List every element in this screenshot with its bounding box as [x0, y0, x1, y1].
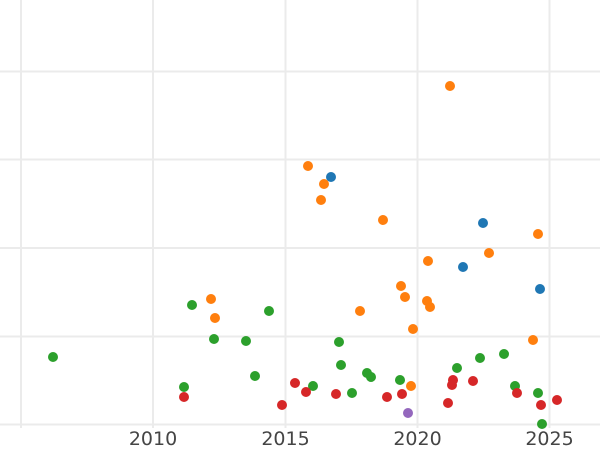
data-point-green [537, 419, 547, 429]
data-point-blue [326, 172, 336, 182]
data-point-green [395, 375, 405, 385]
data-point-red [397, 389, 407, 399]
data-point-green [366, 372, 376, 382]
data-point-green [264, 306, 274, 316]
data-point-green [533, 388, 543, 398]
data-point-red [448, 375, 458, 385]
data-point-orange [210, 313, 220, 323]
data-point-orange [533, 229, 543, 239]
data-point-orange [484, 248, 494, 258]
data-point-green [334, 337, 344, 347]
data-point-green [241, 336, 251, 346]
data-point-green [452, 363, 462, 373]
data-point-green [347, 388, 357, 398]
data-point-red [512, 388, 522, 398]
x-axis-tick-label: 2020 [393, 428, 441, 450]
data-point-red [468, 376, 478, 386]
data-point-orange [355, 306, 365, 316]
data-point-red [290, 378, 300, 388]
data-point-red [301, 387, 311, 397]
data-point-purple [403, 408, 413, 418]
data-point-green [209, 334, 219, 344]
data-point-blue [478, 218, 488, 228]
data-point-orange [445, 81, 455, 91]
data-point-orange [206, 294, 216, 304]
data-point-orange [406, 381, 416, 391]
data-point-green [250, 371, 260, 381]
data-point-orange [316, 195, 326, 205]
data-point-orange [303, 161, 313, 171]
data-point-red [443, 398, 453, 408]
data-point-green [475, 353, 485, 363]
data-point-green [336, 360, 346, 370]
data-point-blue [535, 284, 545, 294]
data-point-green [179, 382, 189, 392]
data-point-green [308, 381, 318, 391]
data-point-red [536, 400, 546, 410]
data-point-orange [408, 324, 418, 334]
x-axis-tick-label: 2025 [525, 428, 573, 450]
data-point-orange [400, 292, 410, 302]
data-point-orange [528, 335, 538, 345]
data-point-blue [458, 262, 468, 272]
data-point-orange [423, 256, 433, 266]
data-point-green [187, 300, 197, 310]
data-point-orange [396, 281, 406, 291]
data-point-orange [425, 302, 435, 312]
x-axis-tick-label: 2010 [129, 428, 177, 450]
data-point-red [552, 395, 562, 405]
x-axis-tick-label: 2015 [261, 428, 309, 450]
data-point-red [382, 392, 392, 402]
data-point-red [179, 392, 189, 402]
data-point-green [48, 352, 58, 362]
data-point-red [331, 389, 341, 399]
data-point-red [277, 400, 287, 410]
data-point-orange [319, 179, 329, 189]
data-point-orange [378, 215, 388, 225]
data-point-green [499, 349, 509, 359]
